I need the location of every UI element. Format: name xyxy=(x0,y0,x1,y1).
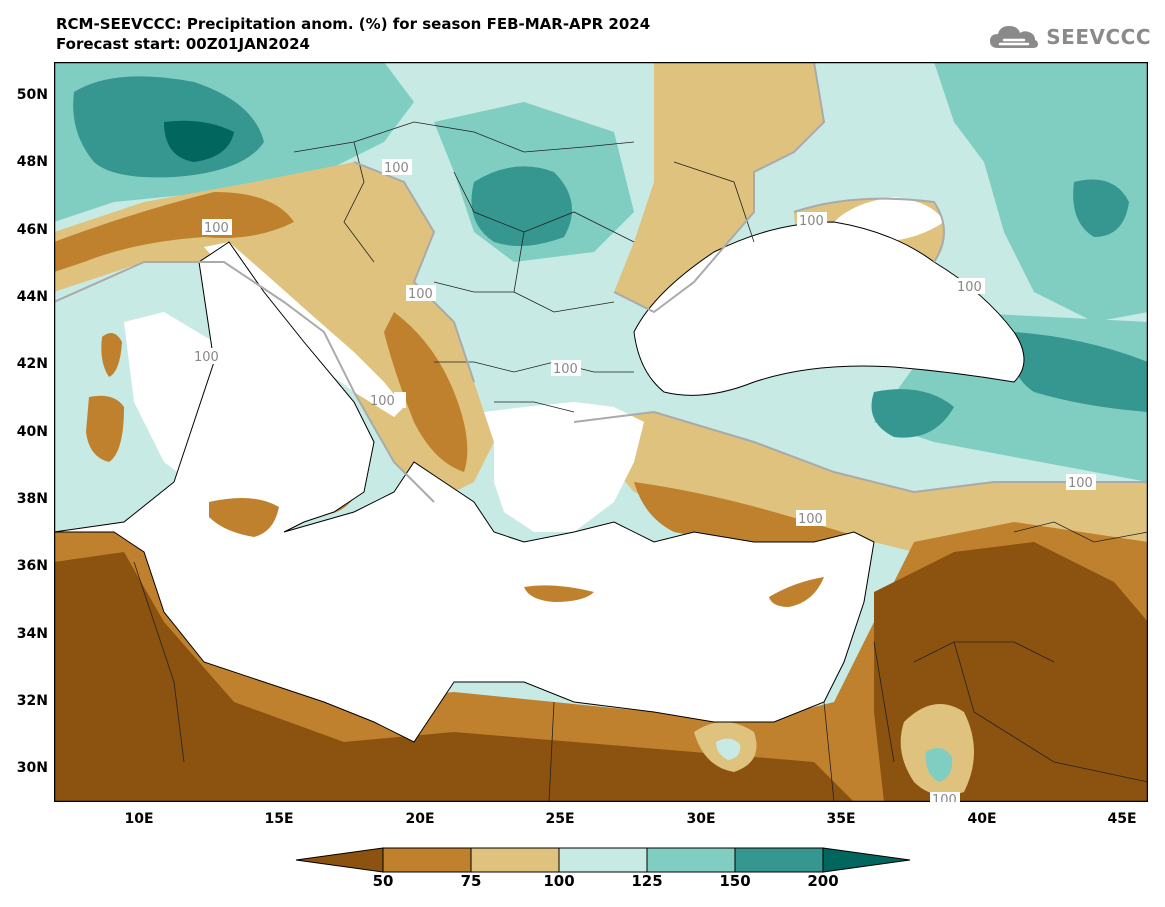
contour-label-10: 100 xyxy=(932,793,957,802)
cloud-logo-icon xyxy=(990,26,1039,48)
sea-of-azov xyxy=(834,197,944,242)
lat-label-48n: 48N xyxy=(16,154,48,170)
contour-label-2: 100 xyxy=(204,221,229,236)
colorbar-label-100: 100 xyxy=(543,872,575,890)
colorbar-seg-3 xyxy=(558,847,648,873)
dry-region-ukraine xyxy=(614,62,824,312)
lat-label-46n: 46N xyxy=(16,222,48,238)
title-line-2: Forecast start: 00Z01JAN2024 xyxy=(56,35,310,53)
anomaly-map: 100 100 100 100 100 100 100 100 100 100 … xyxy=(54,62,1148,802)
sardinia-island xyxy=(86,395,124,462)
colorbar-label-200: 200 xyxy=(807,872,839,890)
colorbar-seg-1 xyxy=(382,847,472,873)
colorbar-seg-6 xyxy=(822,847,911,873)
adriatic-sea xyxy=(204,242,404,417)
wet-region-central-core xyxy=(471,166,572,246)
wet-region-nw-peak xyxy=(164,120,234,162)
lon-label-25e: 25E xyxy=(545,811,575,827)
lat-label-42n: 42N xyxy=(16,356,48,372)
lon-label-15e: 15E xyxy=(264,811,294,827)
dry-core-alps xyxy=(54,192,294,272)
contour-label-4: 100 xyxy=(194,350,219,365)
coastline-black-sea xyxy=(633,221,1025,396)
country-borders xyxy=(133,121,1148,802)
dry-core-anatolia xyxy=(634,482,874,558)
wet-pocket-jordan xyxy=(925,748,953,782)
dry-core-balkans xyxy=(384,312,468,472)
title-line-1: RCM-SEEVCCC: Precipitation anom. (%) for… xyxy=(56,15,651,33)
colorbar-label-75: 75 xyxy=(460,872,482,890)
lat-label-34n: 34N xyxy=(16,626,48,642)
dry-region-africa xyxy=(54,522,1148,802)
wet-region-caucasus-core xyxy=(1011,332,1148,412)
lon-label-35e: 35E xyxy=(826,811,856,827)
sicily-island xyxy=(209,498,279,537)
coastline-mediterranean xyxy=(54,241,875,743)
tyrrhenian-sea xyxy=(124,312,304,502)
lat-label-36n: 36N xyxy=(16,558,48,574)
map-frame: 100 100 100 100 100 100 100 100 100 100 … xyxy=(54,62,1148,802)
lat-label-30n: 30N xyxy=(16,760,48,776)
dry-band-alps-balkans xyxy=(54,162,494,502)
colorbar-seg-2 xyxy=(470,847,560,873)
contour-labels: 100 100 100 100 100 100 100 100 100 100 … xyxy=(192,159,1096,802)
lat-label-32n: 32N xyxy=(16,693,48,709)
colorbar-label-150: 150 xyxy=(719,872,751,890)
colorbar-seg-5 xyxy=(734,847,824,873)
colorbar-label-125: 125 xyxy=(631,872,663,890)
lat-label-40n: 40N xyxy=(16,424,48,440)
lon-label-30e: 30E xyxy=(686,811,716,827)
mediterranean-sea xyxy=(54,242,874,742)
wet-region-anatolia-core xyxy=(871,389,954,438)
lon-label-45e: 45E xyxy=(1107,811,1137,827)
lat-label-44n: 44N xyxy=(16,289,48,305)
contour-label-9: 100 xyxy=(1068,476,1093,491)
chart-title: RCM-SEEVCCC: Precipitation anom. (%) for… xyxy=(56,14,650,54)
contour-label-8: 100 xyxy=(798,512,823,527)
contour-100-line xyxy=(54,62,1148,503)
colorbar-seg-4 xyxy=(646,847,736,873)
crete-island xyxy=(524,585,594,602)
colorbar-label-50: 50 xyxy=(372,872,394,890)
black-sea xyxy=(634,222,1024,396)
lon-label-20e: 20E xyxy=(405,811,435,827)
lat-label-50n: 50N xyxy=(16,87,48,103)
wet-region-east-core xyxy=(1073,179,1129,237)
contour-label-3: 100 xyxy=(408,287,433,302)
contour-label-11: 100 xyxy=(370,394,395,409)
wet-pocket-nile xyxy=(716,738,741,760)
logo-text: SEEVCCC xyxy=(1046,25,1151,49)
aegean-sea xyxy=(484,402,644,532)
lon-label-10e: 10E xyxy=(124,811,154,827)
seevccc-logo: SEEVCCC xyxy=(988,22,1151,52)
map-border xyxy=(54,62,1148,802)
lon-label-40e: 40E xyxy=(967,811,997,827)
lat-label-38n: 38N xyxy=(16,491,48,507)
colorbar-seg-0 xyxy=(295,847,384,873)
corsica-island xyxy=(101,333,122,377)
wet-region-east xyxy=(934,62,1148,322)
contour-label-6: 100 xyxy=(799,214,824,229)
cyprus-island xyxy=(769,577,824,607)
contour-label-5: 100 xyxy=(553,362,578,377)
very-dry-region-africa xyxy=(54,552,854,802)
contour-label-1: 100 xyxy=(384,161,409,176)
contour-label-7: 100 xyxy=(957,280,982,295)
